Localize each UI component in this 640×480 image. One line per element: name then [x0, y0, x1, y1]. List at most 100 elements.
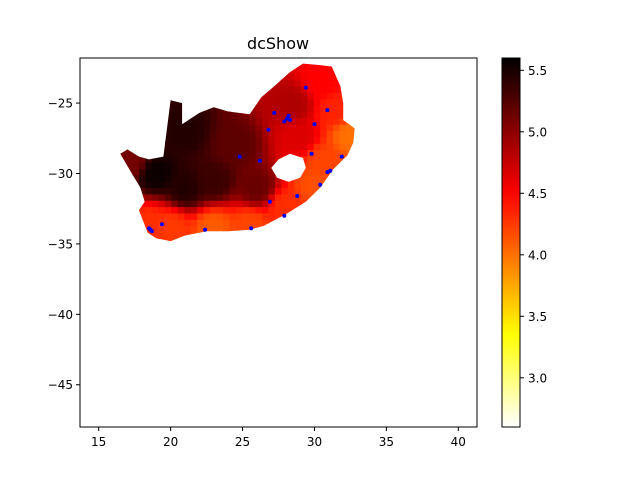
- x-tick-label: 20: [163, 435, 178, 449]
- heatmap-cell: [145, 206, 153, 214]
- heatmap-cell: [210, 225, 218, 233]
- heatmap-cell: [268, 98, 276, 106]
- heatmap-cell: [242, 155, 250, 163]
- station-point: [148, 227, 153, 232]
- heatmap-cell: [255, 168, 263, 176]
- heatmap-cell: [294, 187, 302, 195]
- heatmap-cell: [164, 225, 172, 233]
- heatmap-cell: [132, 174, 140, 182]
- heatmap-cell: [333, 117, 341, 125]
- heatmap-cell: [190, 143, 198, 151]
- heatmap-cell: [216, 212, 224, 220]
- heatmap-cell: [151, 155, 159, 163]
- colorbar-tick-label: 5.5: [528, 64, 547, 78]
- heatmap-cell: [145, 168, 153, 176]
- heatmap-cell: [339, 136, 347, 144]
- heatmap-cell: [268, 105, 276, 113]
- colorbar-frame: [501, 57, 521, 428]
- station-point: [325, 108, 330, 113]
- heatmap-cell: [287, 206, 295, 214]
- heatmap-cell: [314, 48, 321, 55]
- heatmap-cell: [203, 162, 211, 170]
- heatmap-cell: [320, 67, 328, 75]
- plot-frame: [79, 57, 478, 428]
- heatmap-cell: [177, 212, 185, 220]
- heatmap-cell: [262, 117, 270, 125]
- heatmap-cell: [287, 149, 295, 157]
- heatmap-cell: [223, 181, 231, 189]
- heatmap-cell: [294, 124, 302, 132]
- heatmap-cell: [158, 193, 166, 201]
- heatmap-cell: [223, 187, 231, 195]
- heatmap-cell: [132, 168, 140, 176]
- heatmap-cell: [255, 124, 263, 132]
- heatmap-cell: [281, 187, 289, 195]
- heatmap-cell: [184, 117, 192, 125]
- heatmap-cell: [151, 225, 159, 233]
- x-tick-label: 30: [307, 435, 322, 449]
- heatmap-cell: [307, 92, 315, 100]
- heatmap-cell: [126, 162, 134, 170]
- heatmap-cell: [320, 92, 328, 100]
- heatmap-cell: [307, 73, 315, 81]
- heatmap-cell: [281, 206, 289, 214]
- heatmap-cell: [287, 124, 295, 132]
- heatmap-cell: [229, 219, 237, 227]
- heatmap-cell: [287, 105, 295, 113]
- heatmap-cell: [164, 124, 172, 132]
- heatmap-cell: [164, 238, 172, 242]
- heatmap-cell: [339, 105, 347, 113]
- station-point: [282, 213, 287, 218]
- heatmap-cell: [249, 193, 257, 201]
- heatmap-cell: [320, 136, 328, 144]
- heatmap-cell: [190, 206, 198, 214]
- heatmap-cell: [190, 162, 198, 170]
- heatmap-cell: [171, 155, 179, 163]
- heatmap-cell: [333, 105, 341, 113]
- heatmap-cell: [197, 219, 205, 227]
- heatmap-cell: [197, 174, 205, 182]
- heatmap-cell: [190, 200, 198, 208]
- heatmap-cell: [333, 130, 341, 138]
- heatmap-cell: [171, 162, 179, 170]
- heatmap-cell: [274, 193, 282, 201]
- heatmap-cell: [229, 212, 237, 220]
- heatmap-cell: [255, 130, 263, 138]
- heatmap-cell: [139, 162, 147, 170]
- heatmap-cell: [281, 73, 289, 81]
- heatmap-cell: [190, 149, 198, 157]
- heatmap-cell: [236, 193, 244, 201]
- heatmap-cell: [184, 212, 192, 220]
- heatmap-cell: [274, 86, 282, 94]
- heatmap-cell: [145, 212, 153, 220]
- heatmap-cell: [249, 117, 257, 125]
- heatmap-cell: [249, 136, 257, 144]
- heatmap-cell: [151, 206, 159, 214]
- heatmap-cell: [203, 206, 211, 214]
- heatmap-cell: [158, 162, 166, 170]
- heatmap-cell: [313, 130, 321, 138]
- heatmap-cell: [210, 200, 218, 208]
- heatmap-cell: [177, 219, 185, 227]
- heatmap-cell: [307, 124, 315, 132]
- heatmap-cell: [274, 92, 282, 100]
- heatmap-cell: [262, 155, 270, 163]
- heatmap-cell: [229, 225, 237, 233]
- heatmap-cell: [300, 86, 308, 94]
- heatmap-cell: [287, 98, 295, 106]
- heatmap-cell: [307, 63, 315, 68]
- station-point: [282, 119, 287, 124]
- heatmap-cell: [204, 48, 211, 55]
- heatmap-cell: [294, 136, 302, 144]
- heatmap-cell: [313, 155, 321, 163]
- heatmap-cell: [223, 174, 231, 182]
- station-point: [160, 222, 164, 227]
- heatmap-cell: [274, 155, 282, 163]
- heatmap-cell: [268, 124, 276, 132]
- heatmap-cell: [300, 181, 308, 189]
- heatmap-cell: [164, 206, 172, 214]
- heatmap-cell: [190, 124, 198, 132]
- heatmap-cell: [262, 149, 270, 157]
- heatmap-cell: [223, 155, 231, 163]
- heatmap-cell: [171, 136, 179, 144]
